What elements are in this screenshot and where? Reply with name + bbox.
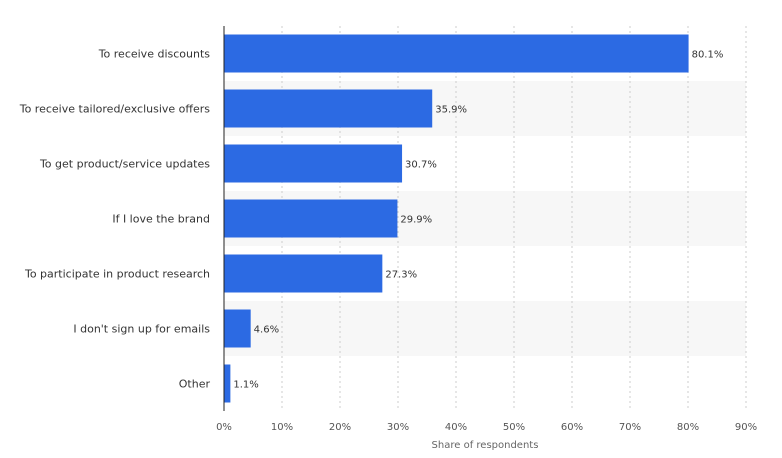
value-label: 1.1% [233, 380, 258, 391]
bar [224, 364, 231, 403]
value-label: 35.9% [435, 105, 467, 116]
x-tick-label: 30% [387, 422, 409, 433]
x-tick-label: 0% [216, 422, 232, 433]
value-labels: 80.1% 35.9% 30.7% 29.9% 27.3% 4.6% 1.1% [233, 50, 723, 391]
x-axis-ticks: 0% 10% 20% 30% 40% 50% 60% 70% 80% 90% [216, 422, 757, 433]
x-tick-label: 90% [735, 422, 757, 433]
value-label: 30.7% [405, 160, 437, 171]
x-tick-label: 20% [329, 422, 351, 433]
value-label: 80.1% [692, 50, 724, 61]
category-label: I don't sign up for emails [73, 323, 210, 336]
bar [224, 144, 403, 183]
bar [224, 34, 689, 73]
x-tick-label: 10% [271, 422, 293, 433]
value-label: 29.9% [400, 215, 432, 226]
bar [224, 199, 398, 238]
category-label: To receive discounts [98, 48, 211, 61]
category-label: To get product/service updates [39, 158, 210, 171]
category-label: If I love the brand [112, 213, 210, 226]
category-labels: To receive discounts To receive tailored/… [19, 48, 211, 391]
category-label: To participate in product research [24, 268, 210, 281]
row-band [224, 301, 746, 356]
x-tick-label: 50% [503, 422, 525, 433]
x-tick-label: 40% [445, 422, 467, 433]
x-axis-title: Share of respondents [432, 440, 539, 451]
category-label: Other [179, 378, 211, 391]
bar [224, 254, 383, 293]
bars [224, 34, 689, 403]
x-tick-label: 70% [619, 422, 641, 433]
value-label: 27.3% [385, 270, 417, 281]
x-tick-label: 80% [677, 422, 699, 433]
x-tick-label: 60% [561, 422, 583, 433]
grid-lines [281, 26, 747, 411]
value-label: 4.6% [254, 325, 279, 336]
bar [224, 309, 251, 348]
category-label: To receive tailored/exclusive offers [19, 103, 211, 116]
bar [224, 89, 433, 128]
